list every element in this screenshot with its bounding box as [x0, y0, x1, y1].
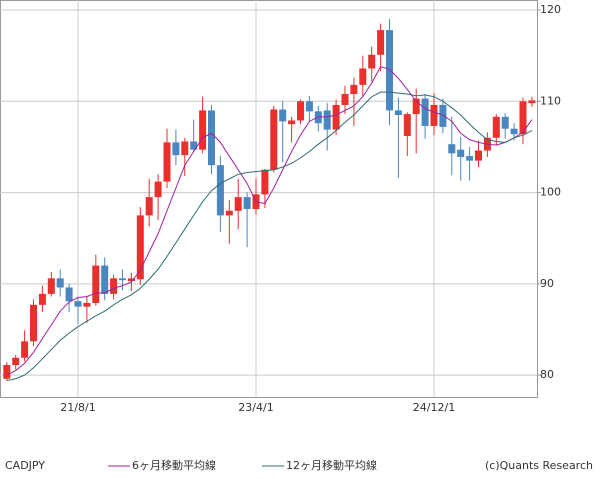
candle-body [288, 120, 296, 125]
candle-body [83, 302, 91, 307]
candle-body [92, 265, 100, 303]
candle-body [190, 141, 198, 150]
candle-body [243, 197, 251, 209]
candle-body [101, 265, 109, 294]
moving-average-line [6, 91, 533, 382]
candle-body [377, 30, 385, 55]
y-tick-label: 110 [540, 94, 561, 107]
plot-area [0, 0, 538, 398]
x-tick-label: 24/12/1 [413, 401, 455, 414]
candle-body [208, 110, 215, 166]
candle-body [394, 110, 402, 115]
y-tick-label: 80 [540, 368, 554, 381]
candle-body [528, 100, 536, 104]
candle-body [297, 101, 304, 121]
legend: CADJPY 6ヶ月移動平均線 12ヶ月移動平均線 (c)Quants Researc… [5, 458, 593, 472]
y-tick-label: 120 [540, 3, 561, 16]
copyright: (c)Quants Research [485, 459, 593, 472]
candle-body [368, 54, 376, 69]
candle-body [261, 169, 269, 195]
candle-body [439, 104, 447, 127]
candle-body [145, 197, 153, 216]
candle-body [448, 144, 456, 154]
candle-body [12, 357, 20, 366]
candle-body [47, 278, 55, 294]
candle-body [172, 142, 180, 156]
legend-label: CADJPY [5, 459, 45, 472]
candle-body [56, 278, 64, 288]
candle-body [475, 150, 482, 161]
candle-body [421, 98, 429, 126]
candle-body [492, 116, 500, 138]
legend-label: 6ヶ月移動平均線 [132, 458, 216, 472]
candle-body [3, 365, 11, 379]
candle-body [359, 68, 367, 85]
candle-body [270, 109, 278, 170]
candle-body [332, 104, 340, 130]
candle-body [154, 181, 162, 198]
candle-body [386, 30, 393, 111]
candle-body [136, 215, 144, 280]
candle-body [430, 104, 438, 126]
candle-body [38, 293, 46, 305]
candle-body [216, 165, 224, 216]
candle-body [199, 110, 207, 150]
y-tick-label: 90 [540, 277, 554, 290]
candle-body [403, 114, 411, 136]
candle-body [225, 210, 233, 216]
candle-body [519, 101, 527, 135]
candle-body [74, 301, 82, 307]
candle-body [305, 101, 313, 112]
x-tick-label: 21/8/1 [60, 401, 95, 414]
candle-body [279, 109, 287, 122]
marks [3, 19, 536, 382]
candle-body [119, 278, 126, 281]
legend-label: 12ヶ月移動平均線 [286, 458, 377, 472]
candle-body [323, 110, 331, 130]
grid [0, 0, 541, 397]
labels: 80 90 100 110 120 21/8/1 23/4/1 24/12/1 [60, 3, 561, 414]
candle-body [163, 142, 171, 182]
candle-body [21, 341, 29, 358]
x-tick-label: 23/4/1 [238, 401, 273, 414]
candle-body [412, 98, 420, 115]
candle-body [510, 128, 518, 135]
candle-body [65, 287, 73, 302]
candle-body [181, 141, 189, 156]
y-tick-label: 100 [540, 186, 561, 199]
candle-body [110, 278, 118, 294]
candle-body [466, 156, 474, 161]
candle-body [341, 94, 349, 105]
candle-body [350, 84, 358, 95]
candle-body [457, 149, 465, 157]
moving-average-line [6, 66, 533, 376]
candle-body [234, 197, 242, 211]
candle-body [30, 304, 37, 342]
candle-body [501, 116, 509, 129]
candle-body [127, 278, 135, 282]
